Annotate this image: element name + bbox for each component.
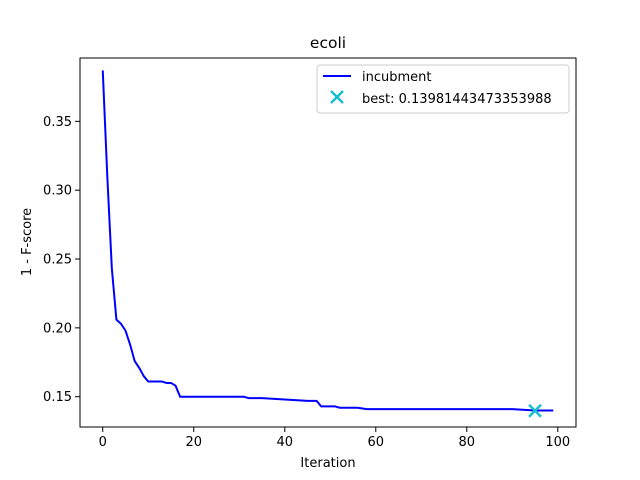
legend: incubment best: 0.13981443473353988	[316, 64, 570, 114]
axes-frame	[79, 57, 577, 428]
y-tick-label: 0.15	[43, 390, 72, 405]
x-tick-label: 80	[459, 435, 476, 450]
legend-best-marker	[330, 90, 344, 104]
x-axis-label: Iteration	[300, 456, 355, 471]
legend-best-label: best: 0.13981443473353988	[362, 92, 552, 107]
y-tick-label: 0.20	[43, 321, 72, 336]
y-tick-label: 0.35	[43, 115, 72, 130]
legend-box	[316, 64, 570, 114]
y-axis-label: 1 - F-score	[20, 208, 35, 276]
x-tick-label: 0	[99, 435, 107, 450]
x-tick-label: 20	[185, 435, 202, 450]
x-tick-label: 40	[276, 435, 293, 450]
incumbent-line	[101, 70, 554, 412]
plot-area	[101, 70, 554, 418]
x-tick-label: 100	[545, 435, 570, 450]
x-axis: 0 20 40 60 80 100	[99, 427, 570, 450]
legend-incumbent-label: incubment	[362, 70, 432, 85]
chart-title: ecoli	[310, 34, 346, 52]
y-tick-label: 0.25	[43, 253, 72, 268]
y-tick-label: 0.30	[43, 184, 72, 199]
x-tick-label: 60	[368, 435, 385, 450]
y-axis: 0.15 0.20 0.25 0.30 0.35	[43, 115, 80, 405]
best-marker	[528, 403, 542, 418]
legend-best-x-icon	[330, 90, 344, 104]
